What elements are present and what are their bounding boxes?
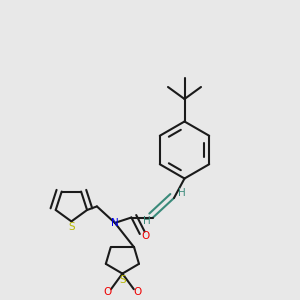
Text: O: O — [103, 287, 112, 297]
Text: S: S — [119, 275, 126, 285]
Text: H: H — [142, 216, 150, 226]
Text: H: H — [178, 188, 185, 199]
Text: O: O — [133, 287, 142, 297]
Text: O: O — [141, 231, 149, 242]
Text: S: S — [68, 222, 75, 232]
Text: N: N — [111, 218, 119, 228]
